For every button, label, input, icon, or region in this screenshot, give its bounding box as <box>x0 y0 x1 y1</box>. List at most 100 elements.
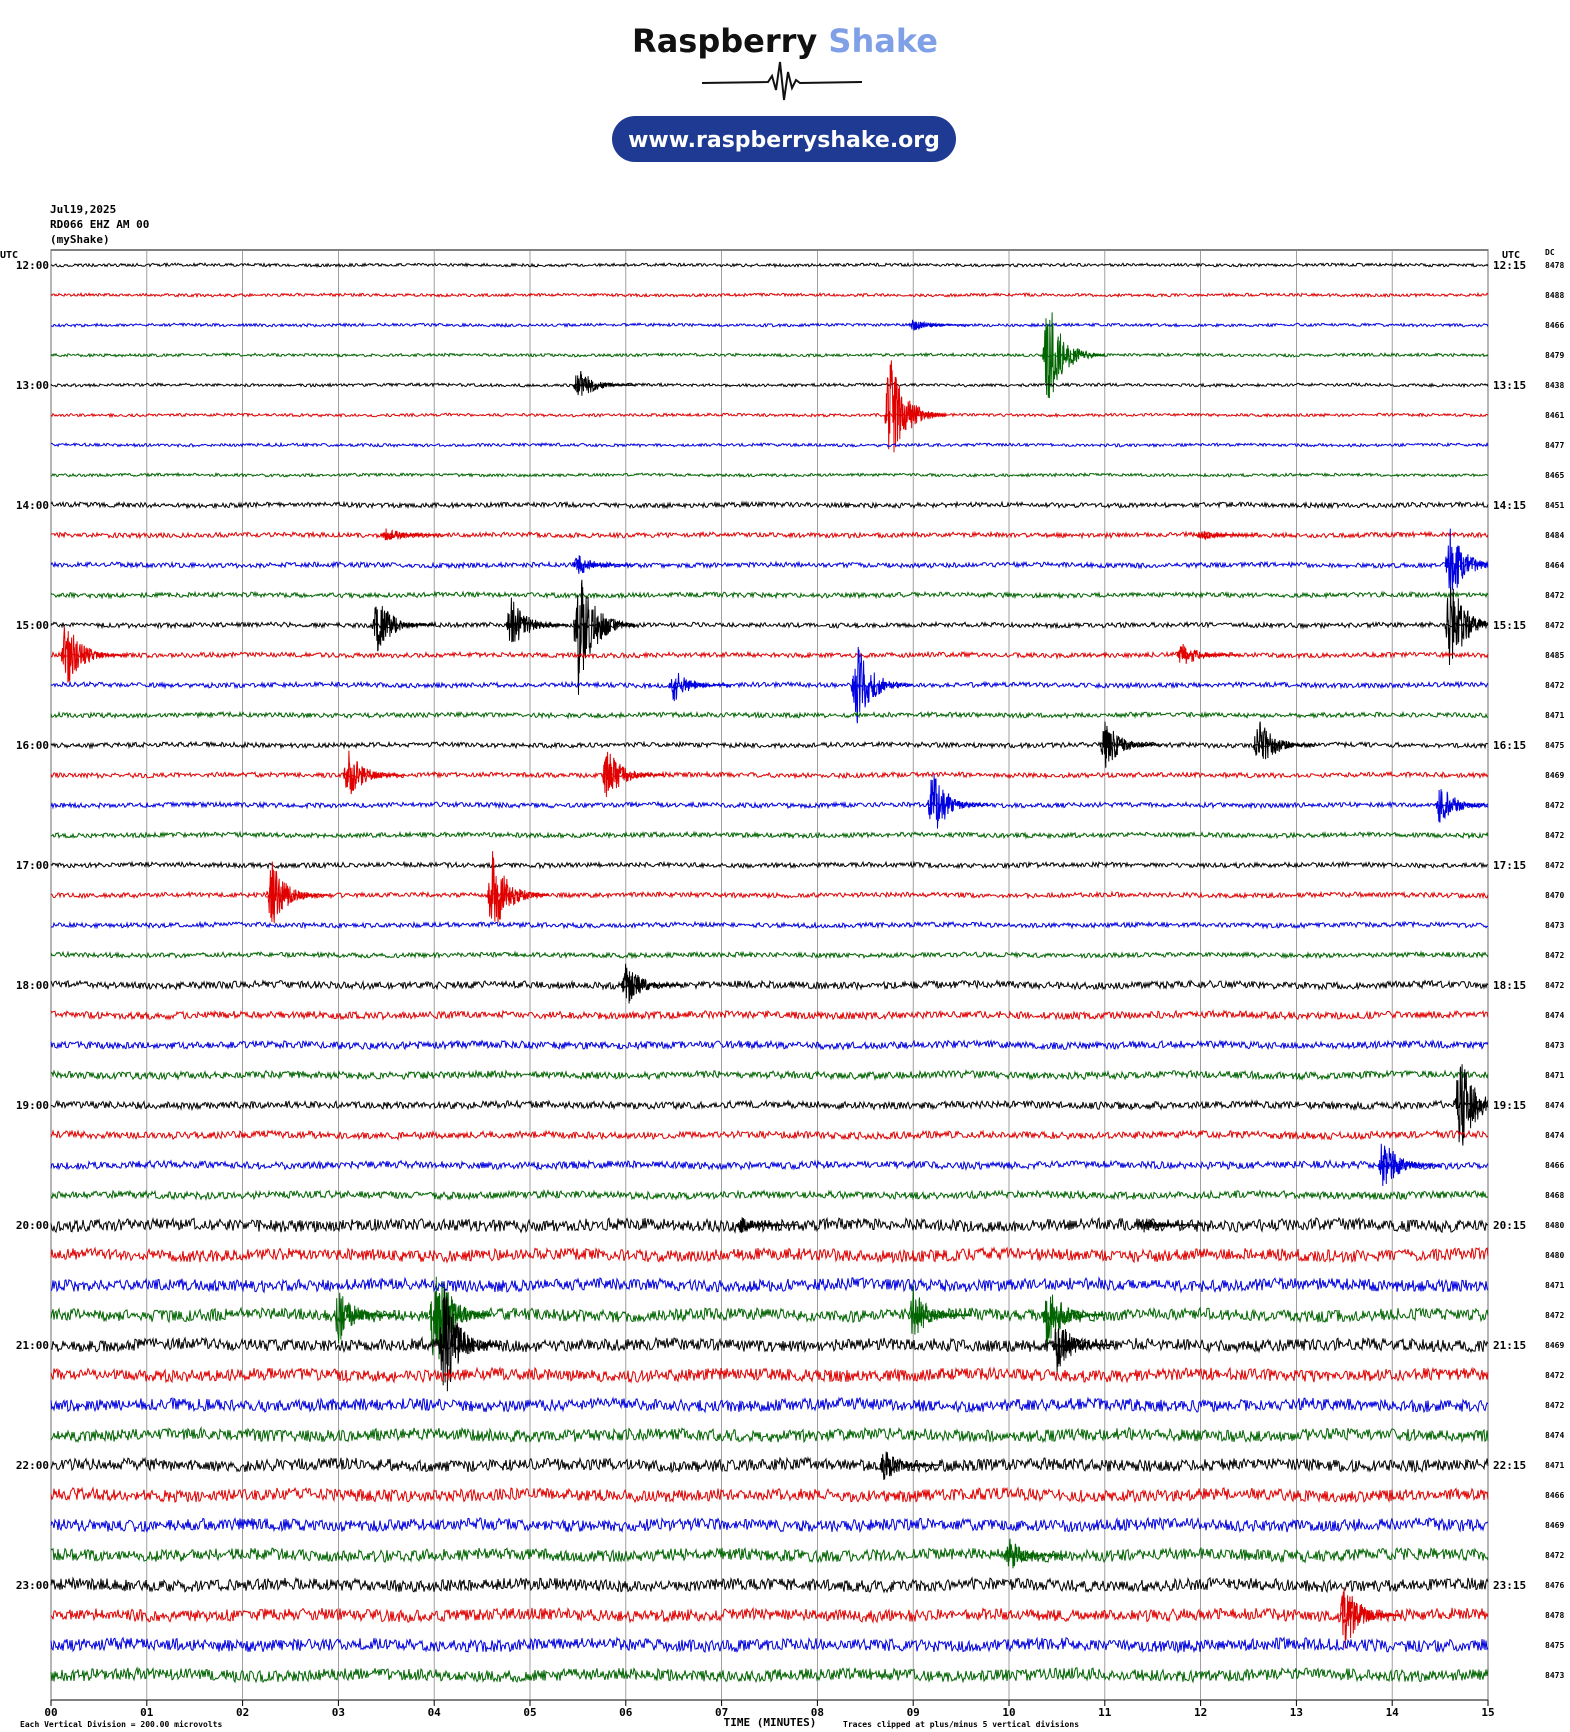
dc-value: 8464 <box>1545 561 1564 570</box>
x-tick-label: 13 <box>1290 1706 1303 1719</box>
row-time-right: 17:15 <box>1493 859 1526 872</box>
row-time-right: 23:15 <box>1493 1579 1526 1592</box>
trace <box>50 1246 1489 1264</box>
event <box>1444 587 1489 666</box>
row-time-right: 20:15 <box>1493 1219 1526 1232</box>
event <box>1454 1064 1489 1146</box>
trace <box>50 620 1489 630</box>
event <box>60 627 123 683</box>
trace <box>50 471 1489 478</box>
trace <box>50 351 1489 359</box>
dc-value: 8473 <box>1545 921 1564 930</box>
dc-value: 8466 <box>1545 1491 1564 1500</box>
dc-value: 8477 <box>1545 441 1564 450</box>
event <box>1138 1218 1201 1233</box>
trace <box>50 1039 1489 1051</box>
trace <box>50 1306 1489 1324</box>
logo: Raspberry Shake <box>632 22 938 60</box>
trace <box>50 1188 1489 1201</box>
dc-value: 8469 <box>1545 771 1564 780</box>
trace <box>50 1666 1489 1684</box>
source: (myShake) <box>50 233 110 246</box>
dc-value: 8478 <box>1545 261 1564 270</box>
dc-value: 8484 <box>1545 531 1564 540</box>
dc-value: 8472 <box>1545 801 1564 810</box>
dc-value: 8480 <box>1545 1221 1564 1230</box>
event <box>1195 531 1258 541</box>
x-axis-label: TIME (MINUTES) <box>724 1716 817 1729</box>
x-tick-label: 07 <box>715 1706 728 1719</box>
event <box>572 370 636 396</box>
event <box>735 1217 798 1233</box>
x-tick-label: 02 <box>236 1706 249 1719</box>
event <box>927 774 990 829</box>
dc-value: 8476 <box>1545 1581 1564 1590</box>
event <box>1339 1587 1402 1649</box>
dc-value: 8485 <box>1545 651 1564 660</box>
row-time-left: 14:00 <box>16 499 49 512</box>
event <box>266 861 329 924</box>
event <box>620 963 684 1004</box>
row-time-left: 22:00 <box>16 1459 49 1472</box>
x-tick-label: 11 <box>1098 1706 1112 1719</box>
event <box>884 360 947 453</box>
row-time-left: 20:00 <box>16 1219 49 1232</box>
logo-text: Raspberry <box>632 22 817 60</box>
row-time-right: 15:15 <box>1493 619 1526 632</box>
x-tick-label: 06 <box>619 1706 633 1719</box>
logo-text: Shake <box>828 22 938 60</box>
row-time-right: 12:15 <box>1493 259 1526 272</box>
trace <box>50 1276 1489 1294</box>
trace <box>50 680 1489 690</box>
plot-frame <box>50 249 1489 1701</box>
dc-value: 8451 <box>1545 501 1564 510</box>
trace <box>50 1335 1489 1354</box>
trace <box>50 1098 1489 1112</box>
trace <box>50 979 1489 991</box>
dc-value: 8465 <box>1545 471 1564 480</box>
date: Jul19,2025 <box>50 203 116 216</box>
trace <box>50 1546 1489 1564</box>
dc-value: 8473 <box>1545 1671 1564 1680</box>
dc-value: 8471 <box>1545 1281 1564 1290</box>
url-button[interactable] <box>612 116 956 162</box>
row-time-right: 13:15 <box>1493 379 1526 392</box>
trace <box>50 830 1489 840</box>
trace <box>50 1129 1489 1141</box>
trace <box>50 740 1489 750</box>
trace <box>50 1516 1489 1534</box>
trace <box>50 1425 1489 1444</box>
trace <box>50 710 1488 720</box>
event <box>1252 721 1316 760</box>
trace <box>50 1009 1489 1021</box>
dc-value: 8488 <box>1545 291 1564 300</box>
event <box>342 750 406 795</box>
trace <box>50 650 1489 660</box>
row-time-left: 21:00 <box>16 1339 49 1352</box>
row-time-right: 14:15 <box>1493 499 1526 512</box>
trace <box>50 261 1489 269</box>
dc-value: 8470 <box>1545 891 1564 900</box>
dc-value: 8472 <box>1545 1371 1564 1380</box>
x-tick-label: 10 <box>1002 1706 1015 1719</box>
dc-value: 8438 <box>1545 381 1564 390</box>
dc-value: 8469 <box>1545 1341 1564 1350</box>
event <box>908 319 971 331</box>
trace <box>50 1606 1489 1624</box>
row-time-left: 23:00 <box>16 1579 49 1592</box>
event <box>1099 721 1163 768</box>
logo-wave <box>701 61 863 101</box>
event <box>505 597 569 643</box>
row-time-left: 17:00 <box>16 859 49 872</box>
event <box>850 646 914 724</box>
url-text[interactable]: www.raspberryshake.org <box>628 128 940 153</box>
right-axis-label: UTC <box>1502 250 1520 261</box>
trace <box>50 1216 1489 1234</box>
dc-value: 8475 <box>1545 1641 1564 1650</box>
trace <box>50 291 1489 299</box>
event <box>1004 1538 1067 1569</box>
dc-value: 8472 <box>1545 1551 1564 1560</box>
x-tick-label: 09 <box>907 1706 920 1719</box>
dc-label: DC <box>1545 248 1555 257</box>
event <box>879 1451 943 1481</box>
